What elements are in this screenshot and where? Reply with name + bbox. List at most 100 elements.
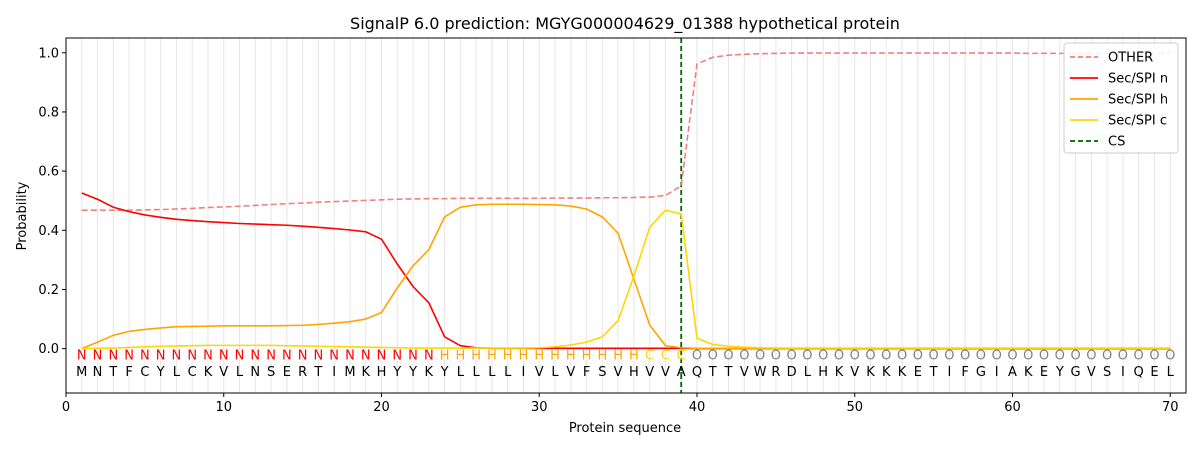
region-label: O [708,349,718,364]
residue-label: S [267,365,275,380]
plot-frame [65,37,1187,394]
region-label: O [976,349,986,364]
residue-label: I [522,365,526,380]
region-label: N [329,349,339,364]
region-label: O [787,349,797,364]
legend-label: CS [1108,135,1125,150]
residue-label: I [1121,365,1125,380]
series-line-other [81,52,1171,211]
y-tick-label: 0.4 [38,224,59,239]
x-tick-label: 40 [689,400,706,415]
x-tick-label: 30 [531,400,548,415]
sequence-annotation: NMNNNTNFNCNYNLNCNKNVNLNNNSNENRNTNINMNKNH… [76,349,1175,380]
legend-label: Sec/SPI c [1108,114,1167,129]
residue-label: F [583,365,590,380]
region-label: O [1023,349,1033,364]
series-line-sec-spi-h [81,203,1171,350]
x-tick-label: 50 [846,400,863,415]
residue-label: W [754,365,767,380]
region-label: N [250,349,260,364]
region-label: H [471,349,481,364]
y-tick-label: 1.0 [38,46,59,61]
x-axis-ticks: 0 10 20 30 40 50 60 70 [62,393,1179,415]
residue-label: L [488,365,496,380]
region-label: N [203,349,213,364]
residue-label: K [1024,365,1033,380]
y-axis-ticks: 0.0 0.2 0.4 0.6 0.8 1.0 [38,46,66,357]
legend-label: OTHER [1108,51,1153,66]
region-label: N [93,349,103,364]
residue-label: V [1087,365,1096,380]
region-label: H [629,349,639,364]
region-label: H [613,349,623,364]
region-label: H [455,349,465,364]
residue-label: S [598,365,606,380]
region-label: H [582,349,592,364]
residue-label: T [929,365,938,380]
residue-label: M [76,365,87,380]
residue-label: T [708,365,717,380]
legend: OTHER Sec/SPI n Sec/SPI h Sec/SPI c CS [1063,42,1179,154]
series-lines [81,52,1171,350]
x-tick-label: 0 [62,400,70,415]
chart-title: SignalP 6.0 prediction: MGYG000004629_01… [350,14,900,34]
region-label: O [1055,349,1065,364]
residue-label: D [787,365,797,380]
region-label: H [487,349,497,364]
residue-label: S [1103,365,1111,380]
y-tick-label: 0.6 [38,165,59,180]
residue-label: M [344,365,355,380]
y-tick-label: 0.0 [38,342,59,357]
x-tick-label: 10 [215,400,232,415]
residue-label: I [995,365,999,380]
residue-label: E [1150,365,1158,380]
residue-label: V [645,365,654,380]
residue-label: L [236,365,244,380]
residue-label: H [377,365,387,380]
residue-label: C [140,365,149,380]
residue-label: F [961,365,968,380]
residue-label: V [566,365,575,380]
region-label: N [424,349,434,364]
residue-label: Y [392,365,401,380]
legend-label: Sec/SPI h [1108,93,1168,108]
region-label: N [235,349,245,364]
y-tick-label: 0.2 [38,283,59,298]
residue-label: L [804,365,812,380]
region-label: N [124,349,134,364]
residue-label: L [1167,365,1175,380]
region-label: O [1149,349,1159,364]
x-tick-label: 60 [1004,400,1021,415]
residue-label: E [1040,365,1048,380]
residue-label: A [677,365,686,380]
residue-label: Y [156,365,165,380]
residue-label: R [298,365,307,380]
residue-label: Y [440,365,449,380]
residue-label: R [771,365,780,380]
region-label: O [1007,349,1017,364]
region-label: C [645,349,654,364]
region-label: H [440,349,450,364]
residue-label: K [835,365,844,380]
residue-label: T [724,365,733,380]
legend-box [1063,42,1179,154]
x-tick-label: 20 [373,400,390,415]
residue-label: K [866,365,875,380]
legend-label: Sec/SPI n [1108,72,1168,87]
residue-label: H [629,365,639,380]
region-label: O [960,349,970,364]
region-label: O [850,349,860,364]
residue-label: I [332,365,336,380]
residue-label: Y [408,365,417,380]
region-label: N [187,349,197,364]
region-label: O [1118,349,1128,364]
region-label: H [566,349,576,364]
region-label: N [392,349,402,364]
region-label: H [550,349,560,364]
x-tick-label: 70 [1162,400,1179,415]
region-label: N [408,349,418,364]
region-label: O [1134,349,1144,364]
region-label: C [677,349,686,364]
residue-label: E [914,365,922,380]
